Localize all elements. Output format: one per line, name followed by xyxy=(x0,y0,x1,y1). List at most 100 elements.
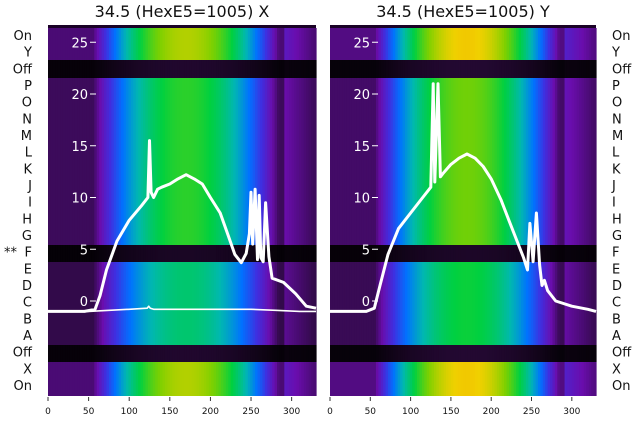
heat-cell xyxy=(409,245,413,262)
heat-cell xyxy=(470,262,474,345)
heat-cell xyxy=(60,60,64,78)
heat-cell xyxy=(167,245,171,262)
heat-cell xyxy=(436,78,440,245)
heat-cell xyxy=(155,262,159,345)
heat-cell xyxy=(467,345,471,362)
heat-cell xyxy=(586,345,590,362)
heat-cell xyxy=(223,28,227,60)
heat-cell xyxy=(218,245,222,262)
heat-cell xyxy=(528,262,532,345)
heat-cell xyxy=(574,262,578,345)
heat-cell xyxy=(426,78,430,245)
y-tick-label: 10 xyxy=(71,192,88,207)
heat-cell xyxy=(492,362,496,396)
heat-cell xyxy=(332,345,336,362)
panel-y: 0 50 100 150 200 250 3000510152025OnXOffABCDEF… xyxy=(327,2,632,417)
heat-cell xyxy=(344,28,348,60)
heat-cell xyxy=(397,245,401,262)
heat-cell xyxy=(501,245,505,262)
heat-cell xyxy=(274,245,278,262)
heat-cell xyxy=(172,28,176,60)
heat-cell xyxy=(446,345,450,362)
heat-cell xyxy=(281,345,285,362)
heat-cell xyxy=(475,362,479,396)
heat-cell xyxy=(547,245,551,262)
heat-cell xyxy=(569,78,573,245)
heat-cell xyxy=(242,60,246,78)
heat-cell xyxy=(48,245,52,262)
heat-cell xyxy=(429,28,433,60)
heat-cell xyxy=(409,60,413,78)
heat-cell xyxy=(494,245,498,262)
heat-cell xyxy=(380,60,384,78)
heat-cell xyxy=(194,78,198,245)
heat-cell xyxy=(552,245,556,262)
heat-cell xyxy=(267,28,271,60)
heat-cell xyxy=(211,60,215,78)
heat-cell xyxy=(354,262,358,345)
heat-cell xyxy=(174,262,178,345)
heat-cell xyxy=(96,345,100,362)
heat-cell xyxy=(397,28,401,60)
heat-cell xyxy=(208,28,212,60)
heat-cell xyxy=(554,362,558,396)
heat-cell xyxy=(125,345,129,362)
heat-cell xyxy=(337,78,341,245)
row-label: On xyxy=(612,29,630,44)
heat-cell xyxy=(277,245,281,262)
heat-cell xyxy=(436,362,440,396)
heat-cell xyxy=(349,345,353,362)
heat-cell xyxy=(351,78,355,245)
heat-cell xyxy=(65,28,69,60)
heat-cell xyxy=(496,262,500,345)
heat-cell xyxy=(564,245,568,262)
heat-cell xyxy=(62,78,66,245)
heat-cell xyxy=(419,245,423,262)
heat-cell xyxy=(143,60,147,78)
heat-cell xyxy=(388,362,392,396)
heat-cell xyxy=(104,60,108,78)
heat-cell xyxy=(106,78,110,245)
heat-cell xyxy=(235,262,239,345)
heat-cell xyxy=(559,60,563,78)
heat-cell xyxy=(269,345,273,362)
heat-cell xyxy=(492,262,496,345)
heat-cell xyxy=(530,345,534,362)
heat-cell xyxy=(566,262,570,345)
row-label: X xyxy=(612,362,621,377)
heat-cell xyxy=(199,362,203,396)
heat-cell xyxy=(284,60,288,78)
heat-cell xyxy=(433,245,437,262)
heat-cell xyxy=(296,245,300,262)
heat-cell xyxy=(169,362,173,396)
heat-cell xyxy=(489,345,493,362)
heat-cell xyxy=(467,245,471,262)
heat-cell xyxy=(487,345,491,362)
heat-cell xyxy=(504,262,508,345)
heat-cell xyxy=(157,60,161,78)
heat-cell xyxy=(277,78,281,245)
heat-cell xyxy=(52,345,56,362)
heat-cell xyxy=(121,262,125,345)
heat-cell xyxy=(371,262,375,345)
heat-cell xyxy=(383,78,387,245)
heat-cell xyxy=(371,28,375,60)
heat-cell xyxy=(337,262,341,345)
heat-cell xyxy=(55,262,59,345)
heat-cell xyxy=(571,78,575,245)
heat-cell xyxy=(286,28,290,60)
heat-cell xyxy=(586,60,590,78)
heat-cell xyxy=(191,245,195,262)
heat-cell xyxy=(431,245,435,262)
heat-cell xyxy=(349,78,353,245)
heat-cell xyxy=(537,262,541,345)
heat-cell xyxy=(375,60,379,78)
heat-cell xyxy=(559,345,563,362)
heat-cell xyxy=(496,245,500,262)
heat-cell xyxy=(303,60,307,78)
heat-cell xyxy=(588,262,592,345)
heat-cell xyxy=(354,78,358,245)
heat-cell xyxy=(69,28,73,60)
y-tick-label: 20 xyxy=(353,88,370,103)
heat-cell xyxy=(385,78,389,245)
